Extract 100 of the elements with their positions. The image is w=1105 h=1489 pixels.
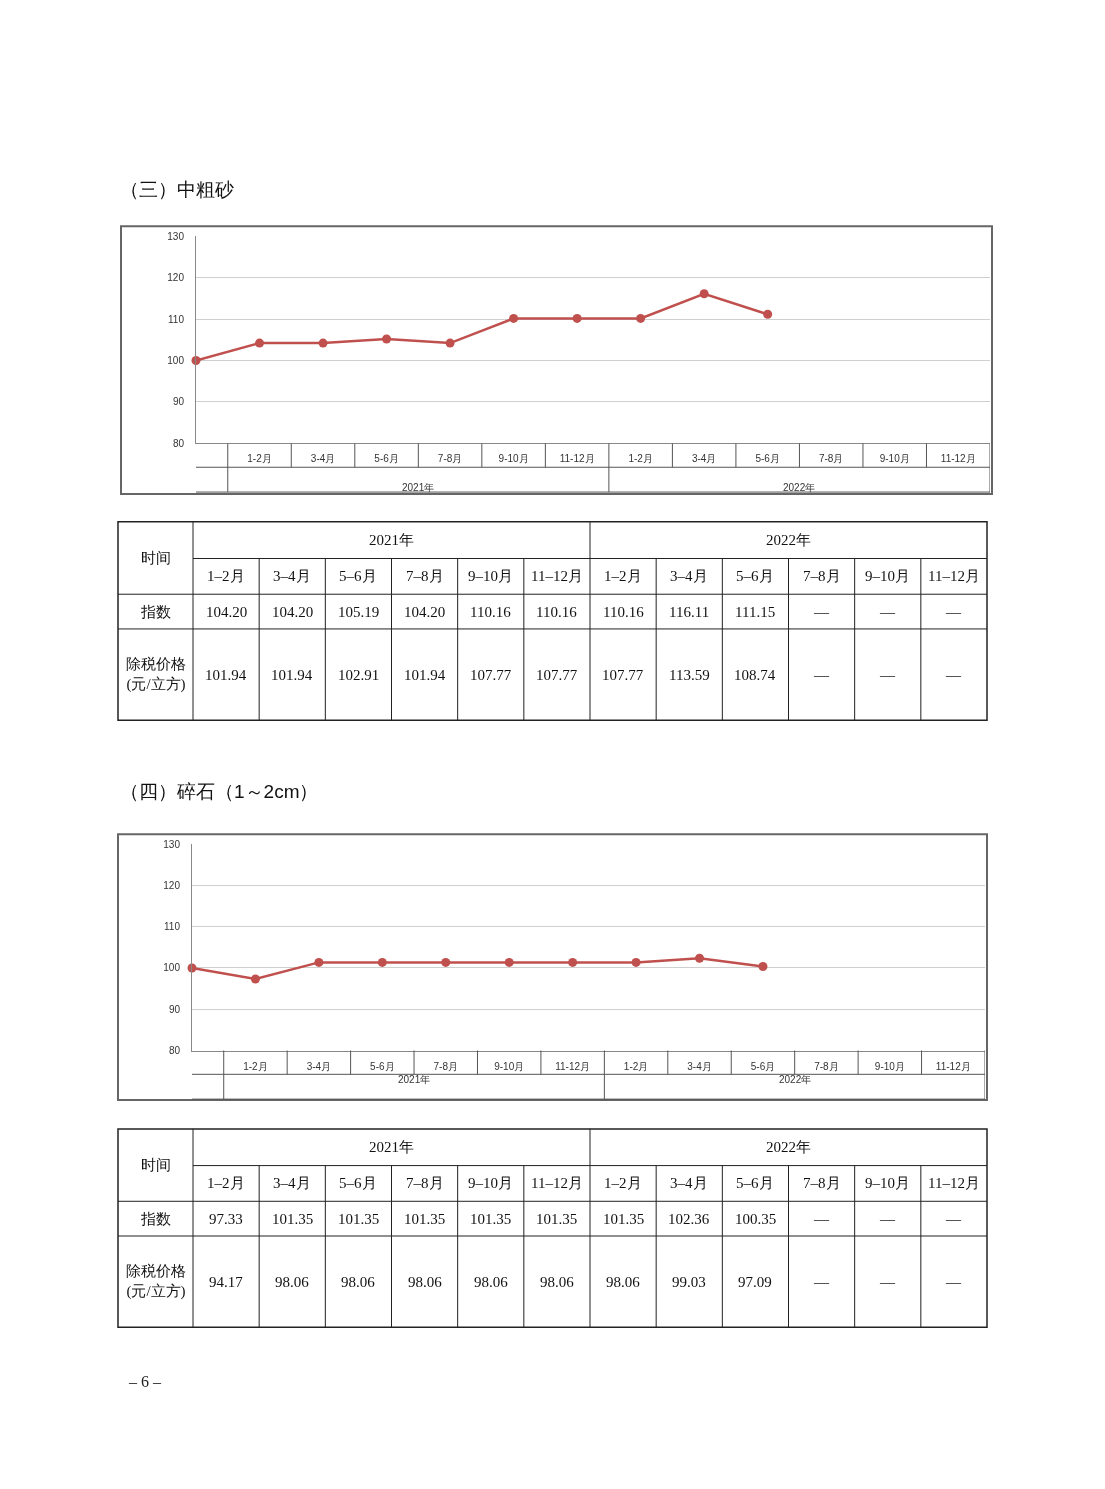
point <box>314 957 324 967</box>
point <box>509 313 519 323</box>
data-label: — <box>879 1211 896 1227</box>
chart-title: （四）碎石（1～2cm） <box>120 781 319 802</box>
data-label: 101.35 <box>272 1211 314 1227</box>
category-label: 3–4月 <box>273 1175 311 1191</box>
data-label: — <box>945 1211 962 1227</box>
data-label: 104.20 <box>272 604 314 620</box>
data-label: 102.36 <box>668 1211 710 1227</box>
x-tick-label: 3-4月 <box>691 453 717 465</box>
category-label: 9–10月 <box>865 1175 910 1191</box>
text: 2021年 <box>369 1139 414 1155</box>
data-label: 101.94 <box>404 667 446 683</box>
x-tick-label: 5-6月 <box>755 453 780 465</box>
x-tick-label: 11-12月 <box>940 453 976 465</box>
text: 2021年 <box>402 482 435 493</box>
y-tick-label: 90 <box>168 1003 181 1015</box>
x-tick-label: 1-2月 <box>623 1060 649 1072</box>
data-label: 108.74 <box>734 667 776 683</box>
text: 时间 <box>141 1157 171 1173</box>
y-tick-label: 80 <box>168 1045 181 1057</box>
data-label: 100.35 <box>735 1211 777 1227</box>
data-label: — <box>945 604 962 620</box>
x-tick-label: 11-12月 <box>935 1060 971 1072</box>
category-label: 3–4月 <box>670 568 708 584</box>
point <box>758 962 768 972</box>
chart-title: （三）中粗砂 <box>120 179 234 200</box>
text: 2021年 <box>398 1074 431 1085</box>
text: 2022年 <box>779 1074 812 1085</box>
data-label: 116.11 <box>669 604 710 620</box>
x-tick-label: 9-10月 <box>498 453 529 465</box>
point <box>382 334 392 344</box>
x-tick-label: 9-10月 <box>494 1060 525 1072</box>
point <box>255 338 265 348</box>
point <box>572 313 582 323</box>
data-label: 110.16 <box>470 604 512 620</box>
text: 2022年 <box>766 1139 811 1155</box>
data-label: 101.35 <box>470 1211 512 1227</box>
category-label: 11–12月 <box>928 568 980 584</box>
data-label: 104.20 <box>206 604 248 620</box>
x-tick-label: 3-4月 <box>687 1060 712 1072</box>
data-label: — <box>945 667 962 683</box>
data-label: 97.33 <box>209 1211 243 1227</box>
x-tick-label: 7-8月 <box>433 1060 458 1072</box>
category-label: 7–8月 <box>406 568 444 584</box>
data-label: 102.91 <box>338 667 380 683</box>
data-label: 97.09 <box>738 1274 772 1290</box>
point <box>504 957 514 967</box>
point <box>377 957 387 967</box>
data-label: — <box>813 604 830 620</box>
y-tick-label: 120 <box>163 879 181 891</box>
point <box>695 953 705 963</box>
x-tick-label: 5-6月 <box>370 1060 395 1072</box>
x-tick-label: 1-2月 <box>628 453 653 465</box>
category-label: 1–2月 <box>604 1175 642 1191</box>
data-label: — <box>879 667 896 683</box>
x-tick-label: 9-10月 <box>874 1060 905 1072</box>
y-tick-label: 100 <box>163 962 181 974</box>
category-label: 7–8月 <box>803 1175 841 1191</box>
text: 时间 <box>141 550 171 566</box>
category-label: 1–2月 <box>207 1175 245 1191</box>
category-label: 7–8月 <box>406 1175 444 1191</box>
point <box>441 957 451 967</box>
data-label: — <box>945 1274 962 1290</box>
y-tick-label: 110 <box>168 313 185 325</box>
text: 2021年 <box>369 532 414 548</box>
x-tick-label: 1-2月 <box>247 453 272 465</box>
y-tick-label: 120 <box>167 272 185 284</box>
data-label: 94.17 <box>209 1274 244 1290</box>
category-label: 3–4月 <box>273 568 311 584</box>
y-tick-label: 100 <box>167 355 185 367</box>
data-label: 98.06 <box>474 1274 509 1290</box>
category-label: 9–10月 <box>468 568 513 584</box>
category-label: 5–6月 <box>736 1175 774 1191</box>
point <box>636 313 646 323</box>
point <box>763 309 773 319</box>
category-label: 5–6月 <box>339 568 377 584</box>
data-label: 107.77 <box>470 667 512 683</box>
category-label: 9–10月 <box>865 568 910 584</box>
category-label: 5–6月 <box>339 1175 377 1191</box>
point <box>250 974 260 984</box>
y-tick-label: 110 <box>164 921 181 933</box>
data-label: 107.77 <box>536 667 578 683</box>
category-label: 11–12月 <box>531 1175 583 1191</box>
point <box>568 957 578 967</box>
data-label: 101.35 <box>338 1211 380 1227</box>
x-tick-label: 1-2月 <box>243 1060 268 1072</box>
data-label: — <box>879 604 896 620</box>
text: 2022年 <box>783 482 816 493</box>
data-label: 104.20 <box>404 604 446 620</box>
x-tick-label: 9-10月 <box>879 453 910 465</box>
text: 指数 <box>140 604 171 620</box>
text: – 6 – <box>128 1373 162 1390</box>
x-tick-label: 5-6月 <box>374 453 399 465</box>
data-label: 107.77 <box>602 667 644 683</box>
data-label: 99.03 <box>672 1274 706 1290</box>
data-label: — <box>879 1274 896 1290</box>
data-label: 111.15 <box>735 604 776 620</box>
data-label: 101.94 <box>271 667 313 683</box>
data-label: — <box>813 667 830 683</box>
